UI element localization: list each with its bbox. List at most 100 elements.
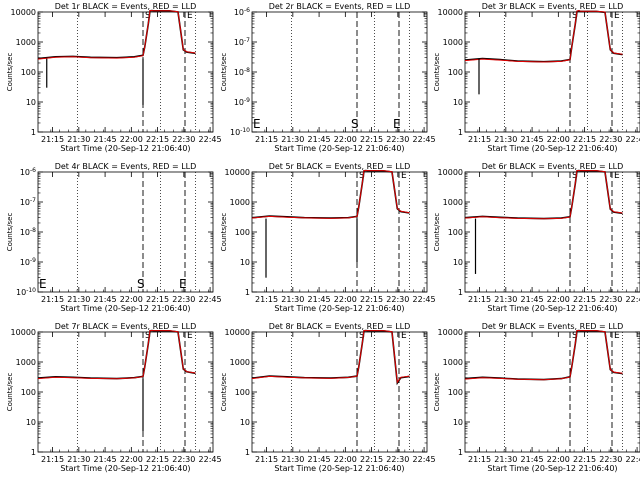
- x-tick-label: 22:15: [360, 295, 383, 304]
- panel-title: Det 6r BLACK = Events, RED = LLD: [482, 162, 624, 171]
- y-tick-label: 1: [245, 448, 250, 457]
- interval-marker-e: E: [187, 11, 193, 21]
- x-tick-label: 22:15: [146, 455, 169, 464]
- x-tick-label: 22:00: [334, 455, 357, 464]
- plot-frame: [37, 331, 214, 453]
- interval-marker-e: E: [614, 11, 620, 21]
- interval-marker-e: E: [614, 171, 620, 181]
- x-tick-label: 22:15: [360, 455, 383, 464]
- y-tick-label: 10: [453, 418, 463, 427]
- interval-marker-s: S: [572, 11, 578, 21]
- x-tick-label: 21:15: [255, 455, 278, 464]
- x-axis-label: Start Time (20-Sep-12 21:06:40): [274, 144, 404, 153]
- interval-marker-e: E: [393, 117, 401, 131]
- series-lld: [464, 330, 623, 381]
- x-tick-label: 21:15: [41, 295, 64, 304]
- y-tick-label: 10000: [438, 8, 463, 17]
- series-lld: [37, 330, 196, 380]
- y-tick-label: 10-6: [234, 7, 250, 17]
- y-tick-label: 10000: [225, 168, 250, 177]
- x-tick-label: 21:30: [67, 295, 90, 304]
- x-tick-label: 21:45: [94, 135, 117, 144]
- x-tick-label: 21:15: [468, 295, 491, 304]
- x-tick-label: 22:00: [334, 135, 357, 144]
- series-events: [251, 329, 410, 386]
- series-events: [464, 169, 623, 220]
- y-tick-label: 100: [21, 68, 36, 77]
- x-tick-label: 21:30: [494, 455, 517, 464]
- detector-panel-2: Det 2r BLACK = Events, RED = LLD 10-10 10-…: [220, 2, 436, 153]
- x-tick-label: 22:45: [199, 455, 222, 464]
- interval-marker-s: S: [137, 277, 145, 291]
- y-tick-label: 10-9: [234, 97, 250, 107]
- y-axis-label: Counts/sec: [433, 53, 441, 92]
- y-tick-label: 10: [453, 258, 463, 267]
- y-axis-label: Counts/sec: [220, 53, 228, 92]
- x-tick-label: 22:00: [547, 295, 570, 304]
- x-tick-label: 21:45: [521, 455, 544, 464]
- panel-title: Det 8r BLACK = Events, RED = LLD: [269, 322, 411, 331]
- x-tick-label: 22:30: [386, 295, 409, 304]
- y-tick-label: 10-10: [16, 287, 36, 297]
- y-tick-label: 10-10: [230, 127, 250, 137]
- x-tick-label: 22:30: [386, 455, 409, 464]
- x-tick-label: 22:45: [626, 295, 640, 304]
- panel-title: Det 9r BLACK = Events, RED = LLD: [482, 322, 624, 331]
- y-tick-label: 10: [453, 98, 463, 107]
- plot-frame: [37, 171, 214, 293]
- x-tick-label: 21:15: [41, 135, 64, 144]
- y-tick-label: 100: [448, 68, 463, 77]
- panel-title: Det 5r BLACK = Events, RED = LLD: [269, 162, 411, 171]
- panel-title: Det 7r BLACK = Events, RED = LLD: [55, 322, 197, 331]
- y-tick-label: 10000: [11, 8, 36, 17]
- x-tick-label: 21:45: [521, 135, 544, 144]
- series-lld: [464, 170, 623, 220]
- detector-panel-9: Det 9r BLACK = Events, RED = LLD 1 10 100 10…: [433, 322, 640, 473]
- interval-marker-s: S: [572, 171, 578, 181]
- y-axis-label: Counts/sec: [6, 53, 14, 92]
- series-events: [464, 329, 623, 381]
- x-tick-label: 22:30: [172, 455, 195, 464]
- x-tick-label: 22:15: [146, 135, 169, 144]
- interval-marker-s: S: [351, 117, 359, 131]
- y-tick-label: 10-7: [234, 37, 250, 47]
- x-axis-label: Start Time (20-Sep-12 21:06:40): [487, 464, 617, 473]
- series-events: [251, 169, 410, 219]
- interval-marker-e: E: [179, 277, 187, 291]
- y-axis-label: Counts/sec: [6, 373, 14, 412]
- x-tick-label: 21:30: [67, 455, 90, 464]
- y-tick-label: 10: [240, 418, 250, 427]
- detector-panel-6: Det 6r BLACK = Events, RED = LLD 1 10 100 10…: [433, 162, 640, 313]
- y-tick-label: 1000: [230, 198, 250, 207]
- x-tick-label: 21:45: [308, 135, 331, 144]
- y-tick-label: 100: [448, 228, 463, 237]
- x-tick-label: 22:15: [573, 135, 596, 144]
- x-tick-label: 22:45: [413, 455, 436, 464]
- plot-frame: [37, 11, 214, 133]
- y-tick-label: 1000: [16, 358, 36, 367]
- y-tick-label: 1: [245, 288, 250, 297]
- x-tick-label: 22:00: [334, 295, 357, 304]
- plot-frame: [464, 171, 640, 293]
- y-tick-label: 10000: [438, 168, 463, 177]
- interval-marker-s: S: [145, 11, 151, 21]
- y-tick-label: 1000: [16, 38, 36, 47]
- y-tick-label: 10000: [11, 328, 36, 337]
- interval-marker-s: S: [359, 331, 365, 341]
- y-tick-label: 10: [26, 418, 36, 427]
- x-tick-label: 22:45: [626, 135, 640, 144]
- series-lld: [464, 9, 623, 63]
- interval-marker-e-left: E: [39, 277, 47, 291]
- y-tick-label: 1: [31, 128, 36, 137]
- plot-frame: [251, 331, 428, 453]
- y-tick-label: 1000: [443, 358, 463, 367]
- x-tick-label: 21:30: [67, 135, 90, 144]
- x-tick-label: 22:45: [413, 135, 436, 144]
- y-tick-label: 10-6: [20, 167, 36, 177]
- y-tick-label: 1000: [443, 38, 463, 47]
- panel-title: Det 3r BLACK = Events, RED = LLD: [482, 2, 624, 11]
- plot-frame: [251, 11, 428, 133]
- y-tick-label: 1: [31, 448, 36, 457]
- y-tick-label: 10-7: [20, 197, 36, 207]
